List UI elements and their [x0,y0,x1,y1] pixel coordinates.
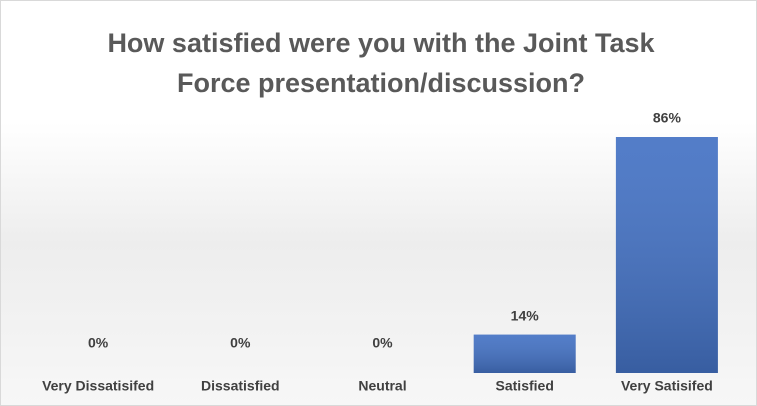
bar-shade [473,334,576,373]
bar-shade [615,137,718,373]
x-tick-label: Very Dissatisifed [42,378,154,394]
value-label: 0% [372,335,393,351]
chart-title: How satisfied were you with the Joint Ta… [107,28,655,98]
value-label: 86% [653,110,682,126]
x-tick-label: Very Satisifed [621,378,713,394]
value-label: 0% [230,335,251,351]
x-tick-label: Dissatisfied [201,378,280,394]
value-label: 0% [88,335,109,351]
value-label: 14% [511,307,540,323]
x-tick-label: Neutral [358,378,406,394]
x-tick-label: Satisfied [496,378,554,394]
